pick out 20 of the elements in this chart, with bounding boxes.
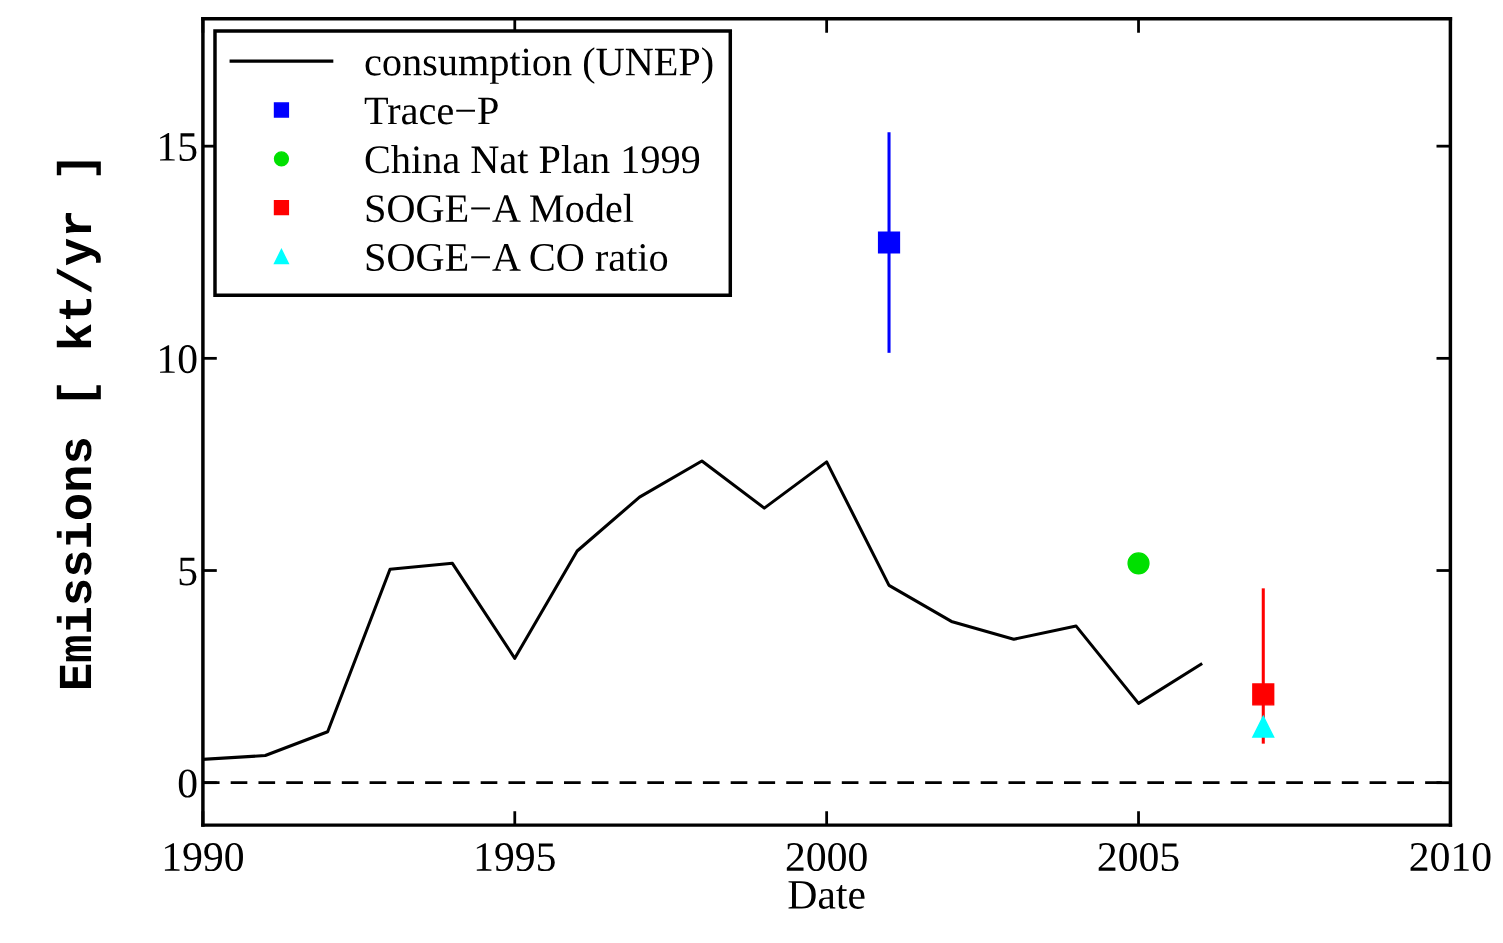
y-axis-title: Emissions [ kt/yr ] (56, 161, 101, 689)
point (1252, 715, 1275, 738)
x-tick-label: 1995 (476, 843, 555, 872)
x-tick-label: 2005 (1098, 843, 1179, 872)
legend-label: consumption (UNEP) (365, 47, 713, 84)
x-tick-label: 2000 (786, 843, 867, 872)
legend-label: Trace−P (364, 97, 498, 125)
y-tick-label: 15 (160, 133, 197, 162)
point (1127, 552, 1150, 575)
x-tick-label: 1990 (164, 843, 243, 872)
legend-label: SOGE−A CO ratio (366, 244, 668, 272)
legend-label: China Nat Plan 1999 (365, 145, 700, 174)
y-tick-label: 10 (160, 345, 197, 374)
point (877, 231, 901, 254)
y-tick-label: 5 (179, 557, 197, 586)
x-tick-label: 2010 (1410, 843, 1491, 872)
legend-label: SOGE−A Model (366, 193, 634, 223)
point (1252, 683, 1275, 706)
x-axis-title: Date (788, 881, 865, 909)
y-tick-label: 0 (178, 769, 197, 798)
